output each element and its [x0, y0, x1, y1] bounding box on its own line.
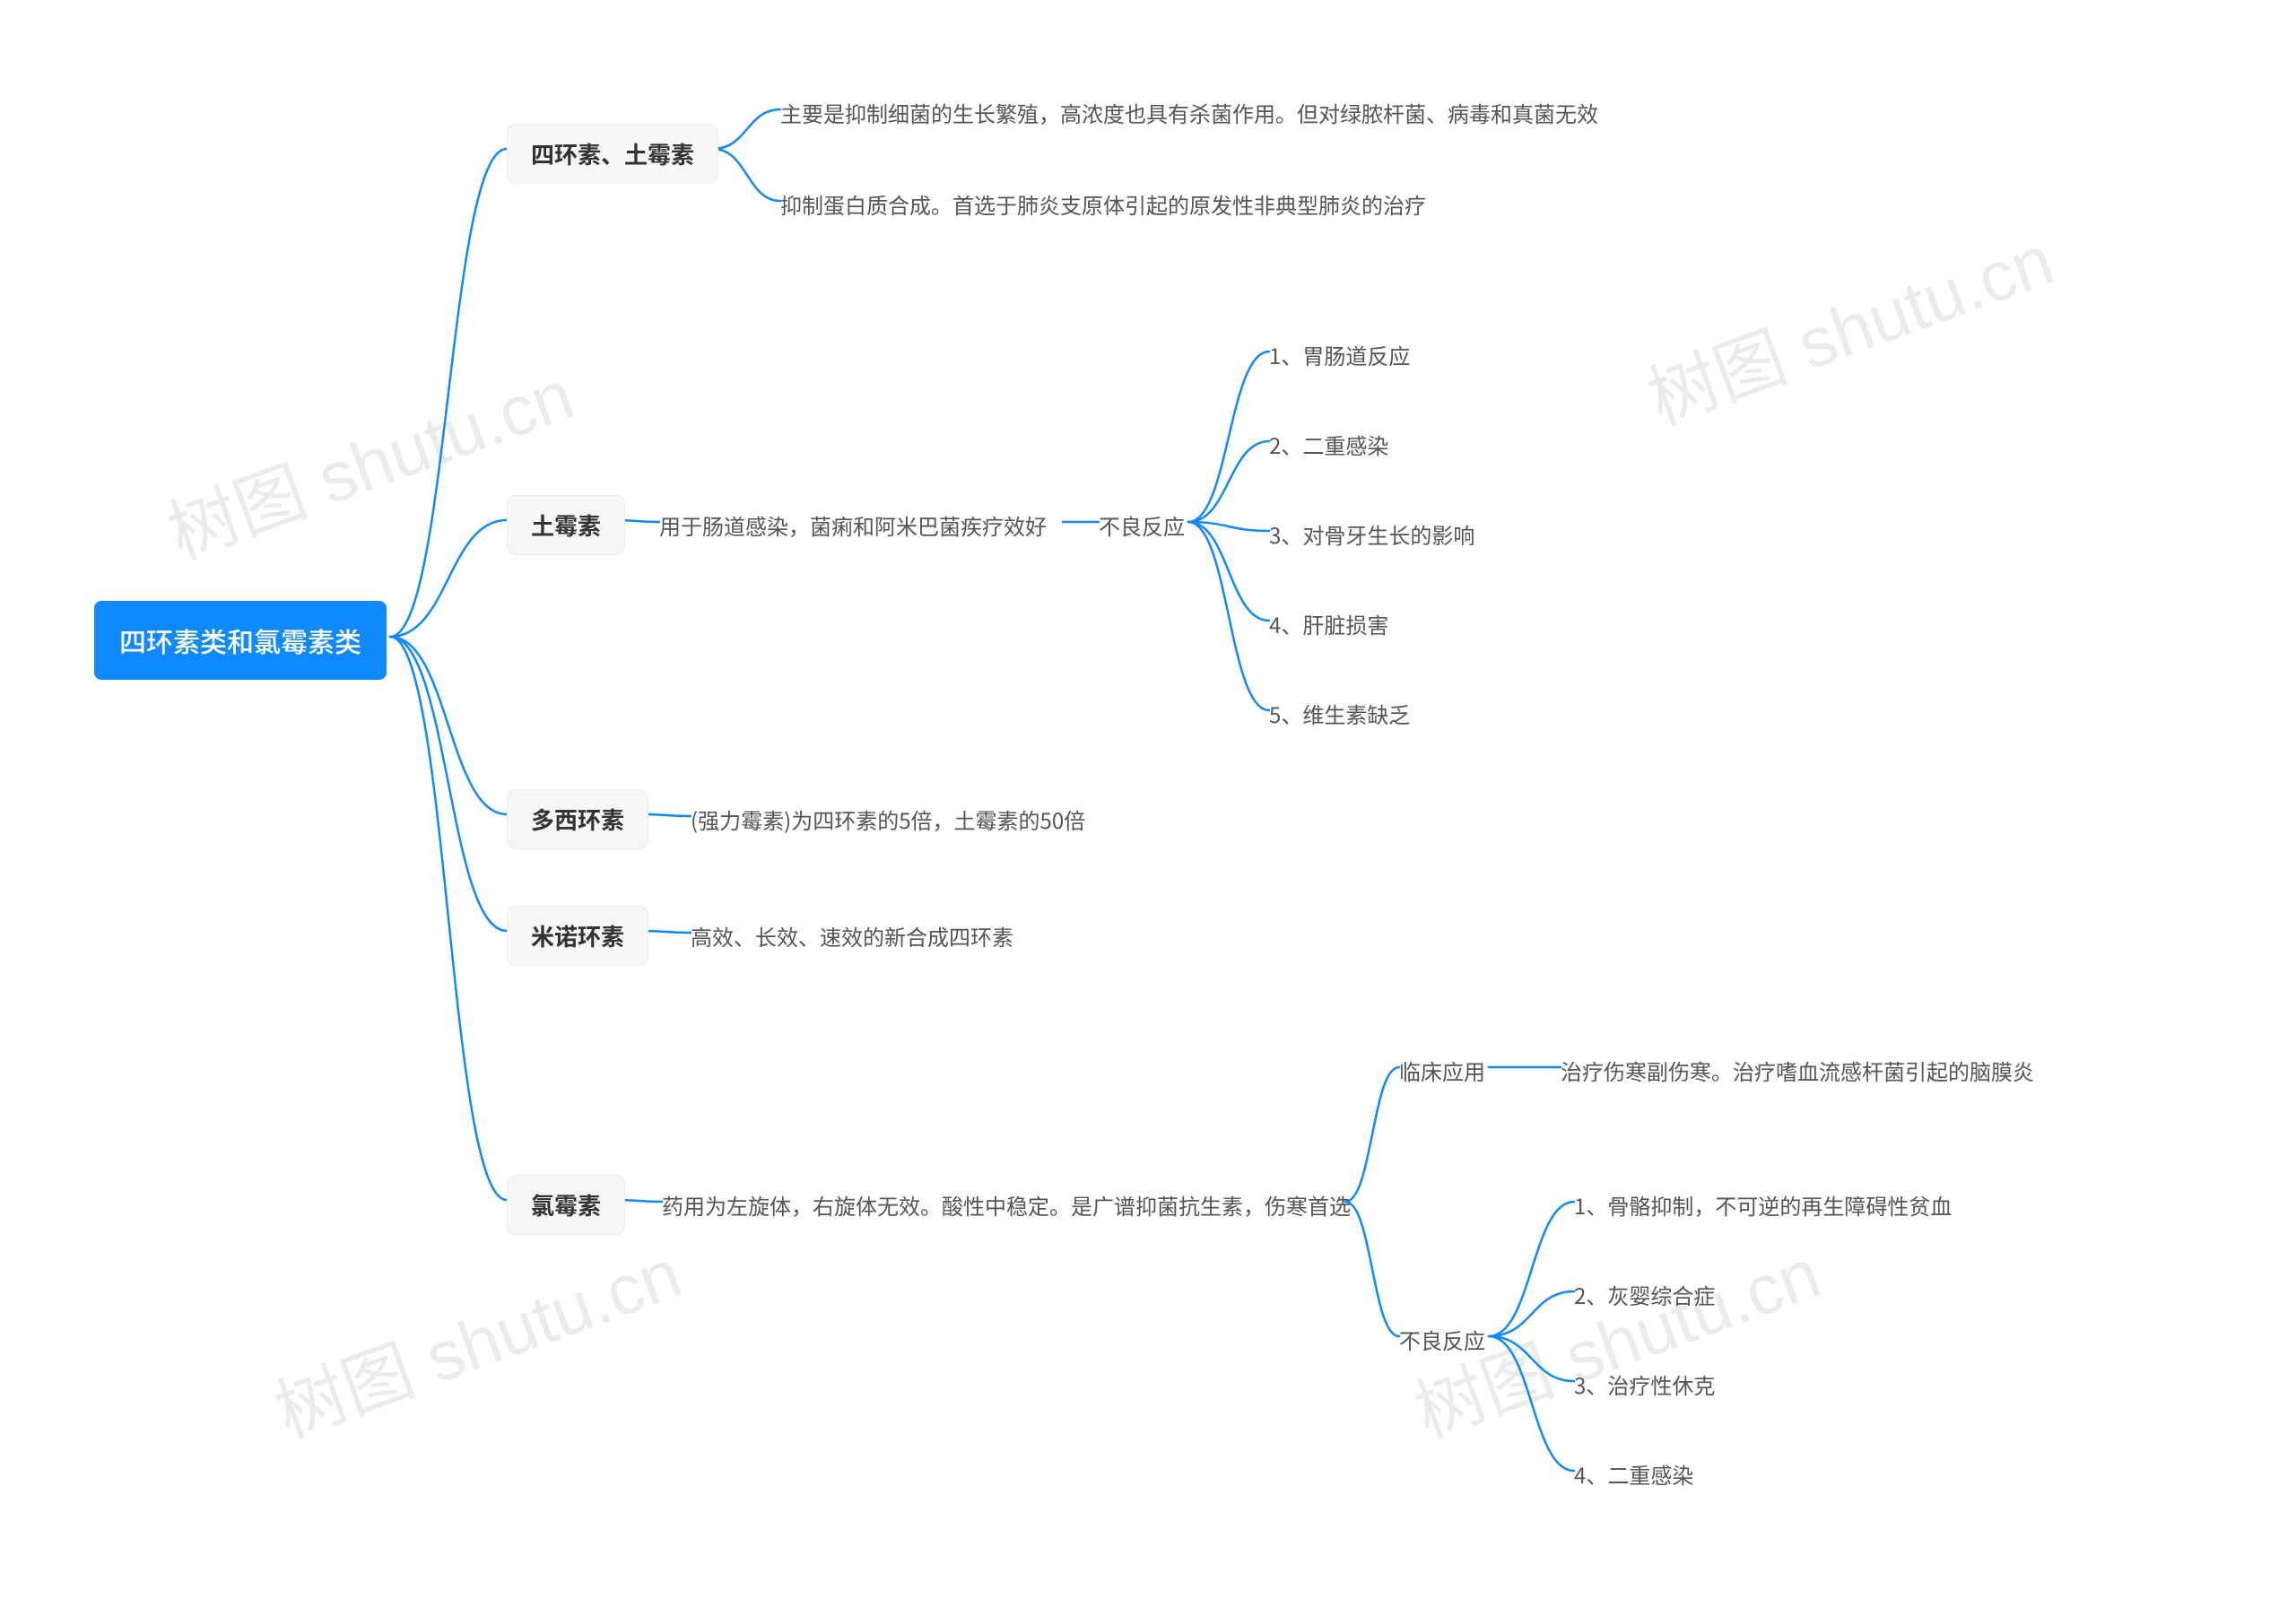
leaf-b2c1: 用于肠道感染，菌痢和阿米巴菌疾疗效好 — [659, 509, 1047, 541]
leaf-adv1-1: 1、胃肠道反应 — [1269, 339, 1410, 370]
leaf-adv2-1: 1、骨骼抑制，不可逆的再生障碍性贫血 — [1574, 1189, 1952, 1221]
leaf-b5c1: 药用为左旋体，右旋体无效。酸性中稳定。是广谱抑菌抗生素，伤寒首选 — [662, 1189, 1351, 1221]
leaf-b1c1: 主要是抑制细菌的生长繁殖，高浓度也具有杀菌作用。但对绿脓杆菌、病毒和真菌无效 — [780, 97, 1598, 128]
leaf-b4c1: 高效、长效、速效的新合成四环素 — [691, 920, 1013, 952]
branch-tetra-oxy[interactable]: 四环素、土霉素 — [507, 124, 718, 184]
branch-minocycline[interactable]: 米诺环素 — [507, 906, 648, 966]
leaf-adv1-4: 4、肝脏损害 — [1269, 608, 1388, 639]
leaf-adv2-4: 4、二重感染 — [1574, 1458, 1693, 1490]
leaf-adv1-2: 2、二重感染 — [1269, 429, 1388, 460]
node-clinical: 临床应用 — [1399, 1055, 1485, 1086]
leaf-b1c2: 抑制蛋白质合成。首选于肺炎支原体引起的原发性非典型肺炎的治疗 — [780, 188, 1426, 220]
branch-chloramphenicol[interactable]: 氯霉素 — [507, 1175, 625, 1235]
leaf-adv1-3: 3、对骨牙生长的影响 — [1269, 518, 1474, 550]
node-adverse-1: 不良反应 — [1099, 509, 1185, 541]
mindmap-edges — [0, 0, 2296, 1599]
leaf-b3c1: (强力霉素)为四环素的5倍，土霉素的50倍 — [691, 804, 1085, 835]
branch-oxytetracycline[interactable]: 土霉素 — [507, 495, 625, 555]
leaf-adv2-3: 3、治疗性休克 — [1574, 1369, 1715, 1400]
branch-doxycycline[interactable]: 多西环素 — [507, 789, 648, 849]
leaf-clinical-1: 治疗伤寒副伤寒。治疗嗜血流感杆菌引起的脑膜炎 — [1561, 1055, 2034, 1086]
leaf-adv1-5: 5、维生素缺乏 — [1269, 698, 1410, 729]
watermark: 树图 shutu.cn — [260, 1218, 692, 1457]
leaf-adv2-2: 2、灰婴综合症 — [1574, 1279, 1715, 1310]
watermark: 树图 shutu.cn — [1632, 204, 2065, 444]
mindmap-root[interactable]: 四环素类和氯霉素类 — [94, 601, 387, 680]
node-adverse-2: 不良反应 — [1399, 1324, 1485, 1355]
